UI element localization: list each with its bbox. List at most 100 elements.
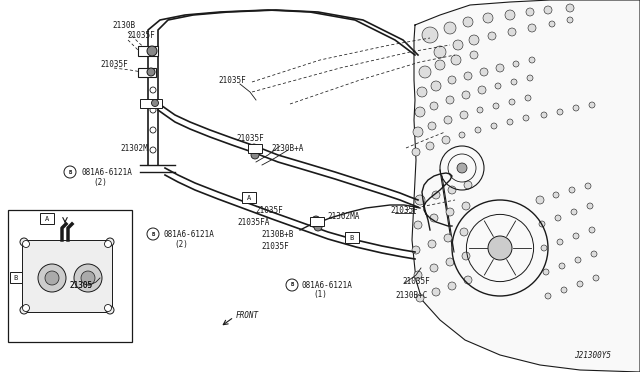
Circle shape xyxy=(544,6,552,14)
Circle shape xyxy=(428,122,436,130)
Circle shape xyxy=(488,236,512,260)
Circle shape xyxy=(430,102,438,110)
Circle shape xyxy=(444,22,456,34)
Circle shape xyxy=(505,10,515,20)
Circle shape xyxy=(478,86,486,94)
Text: 21302M: 21302M xyxy=(120,144,148,153)
Circle shape xyxy=(460,228,468,236)
Text: B: B xyxy=(152,231,155,237)
Circle shape xyxy=(413,127,423,137)
Text: A: A xyxy=(45,215,49,221)
Bar xyxy=(138,68,156,77)
Text: 21035FA: 21035FA xyxy=(237,218,269,227)
Text: 21035F: 21035F xyxy=(390,205,418,215)
Circle shape xyxy=(509,99,515,105)
Circle shape xyxy=(464,72,472,80)
Circle shape xyxy=(451,55,461,65)
Circle shape xyxy=(250,144,258,152)
Circle shape xyxy=(464,276,472,284)
Circle shape xyxy=(573,105,579,111)
Bar xyxy=(140,99,162,108)
Circle shape xyxy=(567,17,573,23)
Text: 21035F: 21035F xyxy=(236,134,264,142)
Circle shape xyxy=(462,91,470,99)
Circle shape xyxy=(460,111,468,119)
Circle shape xyxy=(147,46,157,56)
Circle shape xyxy=(434,46,446,58)
Circle shape xyxy=(513,61,519,67)
Circle shape xyxy=(553,192,559,198)
Circle shape xyxy=(448,186,456,194)
Circle shape xyxy=(555,215,561,221)
Circle shape xyxy=(446,96,454,104)
Text: B: B xyxy=(68,170,72,174)
Circle shape xyxy=(426,142,434,150)
Circle shape xyxy=(571,209,577,215)
Circle shape xyxy=(22,241,29,247)
Circle shape xyxy=(589,102,595,108)
Circle shape xyxy=(528,24,536,32)
Circle shape xyxy=(488,32,496,40)
Circle shape xyxy=(585,183,591,189)
Circle shape xyxy=(491,123,497,129)
Bar xyxy=(22,240,112,312)
Circle shape xyxy=(45,271,59,285)
Circle shape xyxy=(529,57,535,63)
Circle shape xyxy=(587,203,593,209)
Text: (2): (2) xyxy=(93,177,107,186)
Text: FRONT: FRONT xyxy=(236,311,259,320)
Text: B: B xyxy=(350,234,354,241)
Circle shape xyxy=(74,264,102,292)
Circle shape xyxy=(561,287,567,293)
Circle shape xyxy=(430,214,438,222)
Circle shape xyxy=(428,240,436,248)
Circle shape xyxy=(573,233,579,239)
Circle shape xyxy=(525,95,531,101)
Circle shape xyxy=(523,115,529,121)
Text: 21035F: 21035F xyxy=(255,205,283,215)
Circle shape xyxy=(419,66,431,78)
Bar xyxy=(40,213,54,224)
Circle shape xyxy=(414,271,422,279)
Text: 2130B: 2130B xyxy=(112,20,135,29)
Bar xyxy=(8,210,132,342)
Circle shape xyxy=(20,238,28,246)
Circle shape xyxy=(495,83,501,89)
Circle shape xyxy=(22,305,29,311)
Circle shape xyxy=(414,221,422,229)
Text: 21305: 21305 xyxy=(69,280,92,289)
Circle shape xyxy=(557,239,563,245)
Circle shape xyxy=(106,238,114,246)
Circle shape xyxy=(417,87,427,97)
Circle shape xyxy=(589,227,595,233)
Circle shape xyxy=(526,8,534,16)
Circle shape xyxy=(457,163,467,173)
Polygon shape xyxy=(412,0,640,372)
Circle shape xyxy=(496,64,504,72)
Circle shape xyxy=(432,288,440,296)
Circle shape xyxy=(593,275,599,281)
Circle shape xyxy=(314,223,322,231)
Circle shape xyxy=(470,51,478,59)
Circle shape xyxy=(431,81,441,91)
Circle shape xyxy=(545,293,551,299)
Circle shape xyxy=(442,136,450,144)
Circle shape xyxy=(477,107,483,113)
Circle shape xyxy=(462,252,470,260)
Circle shape xyxy=(422,27,438,43)
Circle shape xyxy=(448,76,456,84)
Circle shape xyxy=(480,68,488,76)
Circle shape xyxy=(435,60,445,70)
Circle shape xyxy=(412,246,420,254)
Text: 21035F: 21035F xyxy=(261,241,289,250)
Bar xyxy=(310,217,324,226)
Circle shape xyxy=(459,132,465,138)
Circle shape xyxy=(106,306,114,314)
Circle shape xyxy=(507,119,513,125)
Text: (1): (1) xyxy=(313,291,327,299)
Circle shape xyxy=(463,17,473,27)
Text: B: B xyxy=(291,282,294,288)
Circle shape xyxy=(559,263,565,269)
Text: (2): (2) xyxy=(174,240,188,248)
Circle shape xyxy=(104,305,111,311)
